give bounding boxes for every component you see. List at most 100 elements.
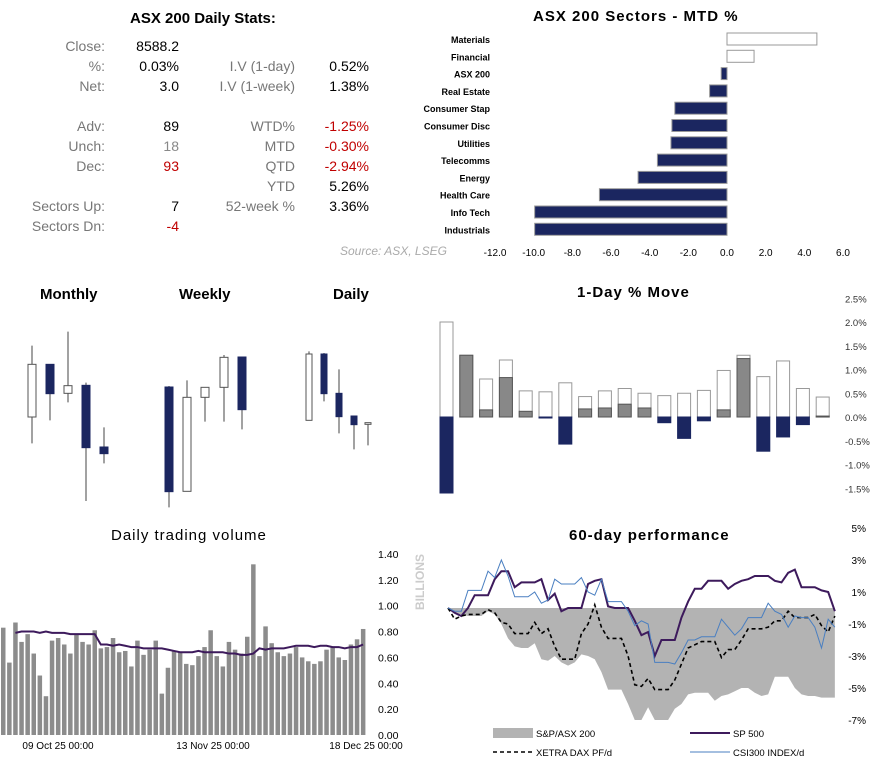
sector-bar <box>637 170 728 184</box>
x-tick-label: 18 Dec 25 00:00 <box>329 741 403 752</box>
sector-label: Info Tech <box>451 208 490 218</box>
volume-bar <box>13 622 18 735</box>
volume-bar <box>312 663 317 735</box>
sectors-title: ASX 200 Sectors - MTD % <box>533 8 739 25</box>
stat-label: I.V (1-day) <box>229 58 295 74</box>
volume-bar <box>281 656 287 735</box>
volume-bar <box>74 634 79 735</box>
series-line <box>447 558 836 665</box>
volume-bar <box>287 653 293 735</box>
stat-label: Sectors Dn: <box>31 218 105 234</box>
y-tick-label: 1.0% <box>845 366 867 377</box>
x-tick-label: 09 Oct 25 00:00 <box>22 741 94 752</box>
legend-label: SP 500 <box>733 729 764 740</box>
candle-body <box>219 356 229 388</box>
move-bar <box>538 416 553 419</box>
volume-bar <box>354 639 360 735</box>
sector-bar <box>726 32 818 46</box>
move-bar <box>479 409 494 418</box>
volume-bar <box>324 649 329 735</box>
y-tick-label: 0.80 <box>378 627 399 639</box>
stat-label: WTD% <box>250 118 295 134</box>
sector-label: Financial <box>451 52 490 62</box>
stat-value: 7 <box>171 198 179 214</box>
y-tick-label: 1.00 <box>378 601 399 613</box>
sector-bar <box>670 136 728 150</box>
sector-bar <box>671 119 728 132</box>
series-line <box>447 602 836 691</box>
stat-label: Unch: <box>68 138 105 154</box>
candle-body <box>335 392 343 418</box>
volume-bar <box>238 653 244 735</box>
volume-bar <box>68 653 73 735</box>
y-tick-label: -1.0% <box>845 461 870 472</box>
move-bar <box>815 415 830 418</box>
sector-bar <box>674 101 728 115</box>
volume-bar <box>159 693 165 735</box>
volume-bar <box>342 660 348 735</box>
sector-label: Industrials <box>444 225 490 235</box>
stat-value: 3.36% <box>329 198 369 214</box>
candle-body <box>99 446 109 455</box>
move-bar <box>578 408 593 418</box>
volume-bar <box>171 650 177 735</box>
volume-bar <box>184 663 189 735</box>
volume-bar <box>110 638 116 735</box>
volume-bar <box>177 652 183 735</box>
sector-label: Telecomms <box>441 156 490 166</box>
x-tick-label: -2.0 <box>680 248 698 259</box>
volume-bar <box>31 653 36 735</box>
stat-label: 52-week % <box>225 198 295 214</box>
sector-bar <box>534 222 728 236</box>
sector-label: Materials <box>451 35 490 45</box>
volume-bar <box>232 649 238 735</box>
volume-bar <box>92 630 97 735</box>
stat-value: 0.03% <box>139 58 179 74</box>
volume-bar <box>318 661 323 735</box>
volume-bar <box>55 638 61 735</box>
sector-label: Real Estate <box>441 87 490 97</box>
volume-bar <box>25 634 30 735</box>
x-tick-label: 13 Nov 25 00:00 <box>176 741 250 752</box>
stat-value: 3.0 <box>159 78 179 94</box>
volume-bar <box>263 626 268 735</box>
move-bar <box>756 416 771 452</box>
candle-body <box>182 396 192 492</box>
candle-body <box>350 415 358 426</box>
stat-value: 8588.2 <box>136 38 179 54</box>
sector-bar <box>720 67 728 81</box>
y-tick-label: 0.00 <box>378 730 399 742</box>
sector-label: Energy <box>459 173 490 183</box>
volume-bar <box>19 641 24 735</box>
volume-bar <box>196 656 201 735</box>
volume-bar <box>208 630 213 735</box>
volume-bar <box>62 644 67 735</box>
volume-bar <box>123 650 128 735</box>
candle-body <box>164 386 174 493</box>
series-line <box>447 568 836 660</box>
x-tick-label: -6.0 <box>602 248 620 259</box>
sector-bar <box>598 188 728 202</box>
y-tick-label: 0.40 <box>378 678 399 690</box>
stat-value: -4 <box>166 218 179 234</box>
volume-bar <box>104 647 110 735</box>
move-bar <box>776 416 791 438</box>
x-tick-label: 0.0 <box>720 248 734 259</box>
y-tick-label: 1.40 <box>378 549 399 561</box>
stat-value: 89 <box>163 118 179 134</box>
volume-bar <box>129 666 134 735</box>
y-tick-label: 2.5% <box>845 294 867 305</box>
volume-bar <box>214 656 219 735</box>
stat-value: 93 <box>163 158 179 174</box>
y-tick-label: 2.0% <box>845 318 867 329</box>
volume-bar <box>299 657 305 735</box>
stat-label: %: <box>88 58 105 74</box>
volume-bar <box>49 640 55 735</box>
x-tick-label: -8.0 <box>564 248 582 259</box>
stat-label: YTD <box>267 178 295 194</box>
x-tick-label: 2.0 <box>759 248 773 259</box>
stat-label: Adv: <box>76 118 105 134</box>
volume-bar <box>275 652 280 735</box>
